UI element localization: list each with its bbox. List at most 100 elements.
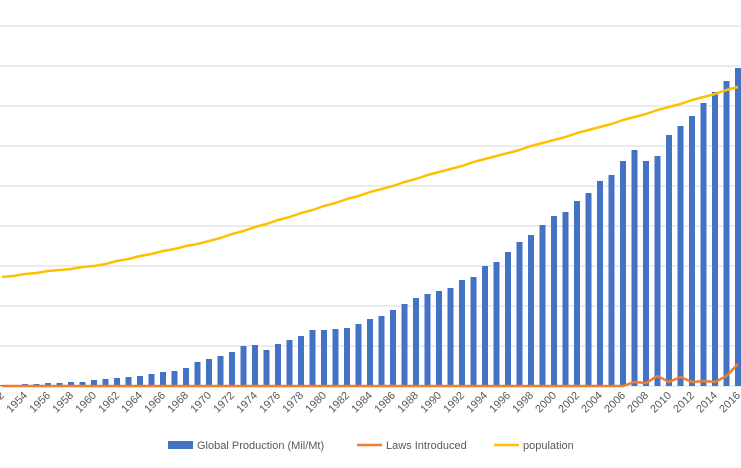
bar: [217, 356, 224, 386]
bar: [263, 350, 270, 386]
bar: [608, 175, 615, 386]
bar: [539, 225, 546, 386]
bar: [447, 288, 454, 386]
x-tick-label: 1992: [441, 390, 467, 416]
x-tick-label: 2014: [694, 390, 720, 416]
bar: [355, 324, 362, 386]
bar: [79, 382, 86, 386]
x-tick-label: 2012: [671, 390, 697, 416]
bar: [597, 181, 603, 386]
bar: [252, 345, 258, 386]
x-tick-label: 1986: [372, 390, 398, 416]
bar: [574, 201, 580, 386]
bar: [666, 135, 672, 386]
x-tick-label: 2006: [602, 390, 628, 416]
x-tick-label: 1994: [464, 390, 490, 416]
x-tick-label: 1956: [27, 390, 53, 416]
bar: [677, 126, 684, 386]
bar: [735, 68, 741, 386]
bar: [470, 277, 477, 386]
line: [1, 85, 739, 279]
x-tick-label: 1998: [510, 390, 536, 416]
bar: [275, 344, 281, 386]
x-tick-label: 1966: [142, 390, 168, 416]
bar: [723, 81, 730, 386]
bar: [436, 291, 442, 386]
x-tick-label: 2010: [648, 390, 674, 416]
bar: [562, 212, 569, 386]
bar: [424, 294, 431, 386]
x-tick-label: 2008: [625, 390, 651, 416]
bar: [114, 378, 120, 386]
x-tick-label: 1968: [165, 390, 191, 416]
bar: [45, 383, 51, 386]
x-tick-label: 1980: [303, 390, 329, 416]
bar: [585, 193, 592, 386]
bar: [516, 242, 523, 386]
legend-label: Global Production (Mil/Mt): [197, 440, 324, 452]
x-tick-label: 1982: [326, 390, 352, 416]
x-tick-label: 1976: [257, 390, 283, 416]
bar: [367, 319, 373, 386]
bar: [309, 330, 316, 386]
bar: [240, 346, 247, 386]
bar: [401, 304, 408, 386]
bar: [700, 103, 707, 386]
bar: [91, 380, 97, 386]
x-tick-label: 1970: [188, 390, 214, 416]
bar: [689, 116, 695, 386]
bar: [378, 316, 385, 386]
x-tick-label: 1978: [280, 390, 306, 416]
x-tick-label: 1954: [4, 390, 30, 416]
x-tick-label: 1990: [418, 390, 444, 416]
x-tick-label: 1958: [50, 390, 76, 416]
bar: [631, 150, 638, 386]
x-tick-label: 2016: [717, 390, 741, 416]
bar: [551, 216, 557, 386]
x-tick-label: 1996: [487, 390, 513, 416]
bar: [160, 372, 166, 386]
bar: [654, 156, 661, 386]
x-tick-label: 1972: [211, 390, 237, 416]
bar: [286, 340, 293, 386]
bar: [125, 377, 132, 386]
bar: [505, 252, 511, 386]
legend-label: population: [523, 440, 574, 452]
bar: [102, 379, 109, 386]
x-tick-label: 1988: [395, 390, 421, 416]
x-tick-label: 1952: [0, 390, 7, 416]
legend-label: Laws Introduced: [386, 440, 467, 452]
legend-swatch: [168, 441, 193, 449]
bar: [206, 359, 212, 386]
bar: [643, 161, 649, 386]
bar: [148, 374, 155, 386]
bar: [298, 336, 304, 386]
bar: [137, 376, 143, 386]
bar: [183, 368, 189, 386]
bar: [56, 383, 63, 386]
bar: [413, 298, 419, 386]
bar: [229, 352, 235, 386]
x-tick-label: 2000: [533, 390, 559, 416]
bar: [390, 310, 396, 386]
bar: [712, 92, 718, 386]
bar: [332, 329, 339, 386]
bar: [528, 235, 534, 386]
bar: [68, 382, 74, 386]
bar: [493, 262, 500, 386]
bar: [459, 280, 465, 386]
x-tick-label: 1964: [119, 390, 145, 416]
bar: [171, 371, 178, 386]
bar: [620, 161, 626, 386]
line: [2, 363, 739, 388]
x-tick-label: 1984: [349, 390, 375, 416]
bar: [482, 266, 488, 386]
bar: [321, 330, 327, 386]
x-tick-label: 1974: [234, 390, 260, 416]
bar: [344, 328, 350, 386]
x-tick-label: 1962: [96, 390, 122, 416]
x-tick-label: 2004: [579, 390, 605, 416]
bar: [194, 362, 201, 386]
